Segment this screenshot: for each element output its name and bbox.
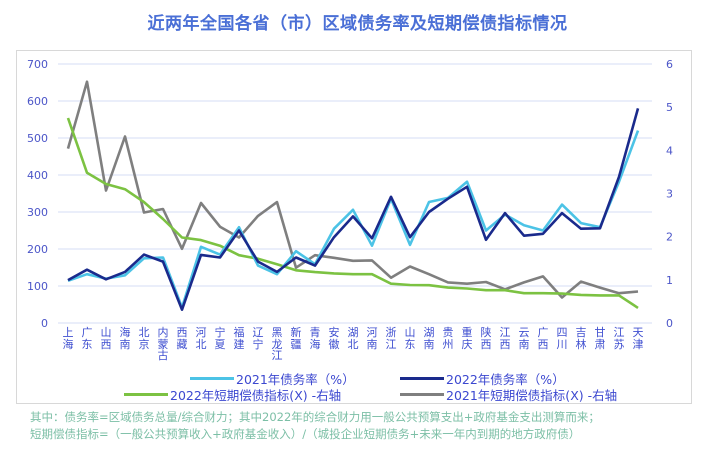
left-axis-tick-label: 0 [41,317,48,330]
footnote-short-term: 短期偿债指标=（一般公共预算收入+政府基金收入）/（城投企业短期债务+未来一年内… [30,427,581,441]
category-tick-label: 河南 [366,326,378,351]
right-axis-tick-label: 6 [666,58,673,71]
category-tick-label: 山东 [404,326,416,351]
category-tick-label: 四川 [556,326,568,351]
footnote-debt-ratio: 其中：债务率=区域债务总量/综合财力；其中2022年的综合财力用一般公共预算支出… [30,410,600,424]
legend-item-2021-debt-ratio: 2021年债务率（%） [190,369,355,388]
right-axis-tick-label: 1 [666,274,673,287]
category-tick-label: 陕西 [480,326,492,351]
category-tick-label: 山西 [100,326,112,351]
series-line-1 [67,108,640,312]
category-tick-label: 内蒙古 [157,326,169,362]
series-line-3 [66,80,639,299]
category-tick-label: 青海 [309,326,321,351]
category-tick-label: 江苏 [613,326,625,351]
right-axis-tick-label: 4 [666,144,673,157]
category-tick-label: 天津 [632,326,644,351]
chart-frame [16,50,692,404]
left-axis-tick-label: 500 [27,132,48,145]
category-tick-label: 辽宁 [252,326,264,351]
legend-label: 2021年短期偿债指标(X) -右轴 [446,388,618,403]
category-tick-label: 湖南 [423,326,435,351]
legend-item-2021-short-term: 2021年短期偿债指标(X) -右轴 [400,385,617,404]
chart-title: 近两年全国各省（市）区域债务率及短期偿债指标情况 [147,14,568,34]
category-tick-label: 贵州 [442,326,454,351]
legend-swatch [400,377,444,380]
legend-item-2022-short-term: 2022年短期偿债指标(X) -右轴 [124,385,341,404]
category-tick-label: 上海 [62,326,74,351]
right-axis-tick-label: 3 [666,188,673,201]
legend-swatch [400,393,444,396]
category-tick-label: 宁夏 [214,326,226,351]
legend-swatch [124,393,168,396]
category-tick-label: 河北 [195,326,207,351]
category-tick-label: 湖北 [347,326,359,351]
legend-label: 2022年短期偿债指标(X) -右轴 [170,388,342,403]
left-axis-tick-label: 100 [27,280,48,293]
category-tick-label: 重庆 [461,326,473,351]
left-axis-tick-label: 300 [27,206,48,219]
left-axis-tick-label: 700 [27,58,48,71]
category-tick-label: 海南 [119,326,131,351]
category-tick-label: 甘肃 [594,326,606,351]
category-tick-label: 新疆 [290,326,302,351]
series-line-2 [66,117,639,309]
category-tick-label: 安徽 [328,326,340,351]
legend-item-2022-debt-ratio: 2022年债务率（%） [400,369,565,388]
right-axis-tick-label: 0 [666,317,673,330]
legend-swatch [190,377,234,380]
legend-label: 2022年债务率（%） [446,372,565,387]
right-axis-tick-label: 2 [666,231,673,244]
category-tick-label: 广东 [81,326,93,351]
category-tick-label: 云南 [518,326,530,351]
left-axis-tick-label: 400 [27,169,48,182]
category-tick-label: 福建 [233,326,245,351]
category-tick-label: 浙江 [385,326,397,351]
series-line-0 [67,130,640,309]
category-tick-label: 江西 [499,326,511,351]
right-axis-tick-label: 5 [666,101,673,114]
category-tick-label: 吉林 [575,326,587,351]
category-tick-label: 广西 [537,326,549,351]
category-tick-label: 北京 [138,326,150,351]
left-axis-tick-label: 200 [27,243,48,256]
category-tick-label: 西藏 [176,326,188,351]
category-tick-label: 黑龙江 [271,326,283,362]
legend-label: 2021年债务率（%） [236,372,355,387]
left-axis-tick-label: 600 [27,95,48,108]
